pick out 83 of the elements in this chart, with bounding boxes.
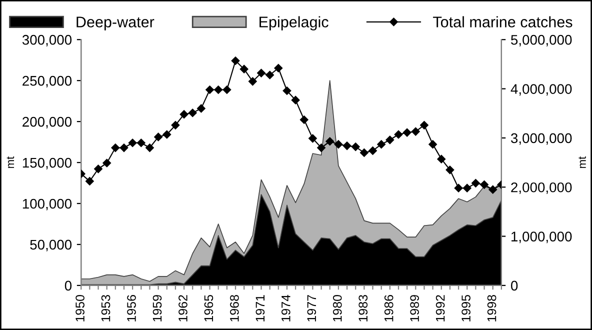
point	[377, 140, 386, 148]
point	[480, 180, 488, 189]
y2-tick-label: 2,000,000	[511, 182, 572, 194]
x-tick-label: 1968	[230, 295, 239, 322]
x-tick-label: 1995	[462, 295, 470, 322]
x-tick-label: 1950	[76, 294, 84, 322]
point	[334, 140, 343, 148]
y-tick-label: 100,000	[22, 198, 72, 210]
x-tick-label: 1989	[410, 295, 419, 322]
x-tick-label: 1953	[101, 295, 110, 322]
y-tick-label: 50,000	[30, 240, 72, 252]
x-tick-label: 1956	[127, 295, 136, 322]
point	[462, 184, 472, 192]
point	[154, 132, 162, 142]
point	[342, 142, 352, 150]
x-tick-label: 1980	[332, 294, 342, 322]
y2-tick-label: 3,000,000	[510, 133, 572, 145]
point	[420, 121, 428, 130]
point	[214, 86, 222, 94]
x-tick-label: 1962	[178, 295, 188, 322]
y-tick-label: 300,000	[22, 34, 72, 46]
point	[368, 146, 377, 155]
y2-tick-label: 0	[510, 280, 518, 291]
point	[274, 64, 283, 72]
point	[102, 158, 111, 168]
point	[248, 77, 257, 86]
point	[351, 142, 360, 151]
legend-label: Epipelagic	[260, 16, 328, 30]
point	[472, 179, 480, 188]
point	[300, 116, 308, 124]
point	[360, 148, 368, 157]
y-tick-label: 0	[64, 280, 72, 291]
y2-tick-label: 4,000,000	[510, 84, 572, 96]
point	[402, 128, 412, 137]
point	[317, 144, 326, 152]
point	[231, 56, 240, 65]
x-tick-label: 1992	[436, 295, 445, 322]
y-tick-label: 200,000	[22, 116, 72, 128]
point	[282, 86, 292, 95]
point	[412, 127, 420, 136]
y-tick-label: 250,000	[22, 76, 72, 88]
point	[394, 130, 403, 139]
point	[162, 130, 172, 139]
y2-tick-label: 5,000,000	[511, 34, 572, 46]
x-tick-label: 1959	[152, 295, 162, 322]
point	[326, 137, 334, 146]
point	[222, 86, 232, 94]
x-tick-label: 1977	[307, 295, 316, 322]
y-tick-label: 150,000	[22, 158, 72, 170]
point	[197, 104, 206, 113]
point	[266, 70, 274, 80]
point	[120, 144, 128, 152]
x-tick-label: 1971	[256, 295, 265, 322]
point	[94, 164, 102, 174]
point	[146, 144, 154, 152]
x-tick-label: 1986	[384, 295, 394, 322]
point	[137, 138, 146, 147]
point	[188, 108, 197, 117]
x-tick-label: 1998	[487, 295, 496, 322]
point	[308, 134, 317, 143]
point	[111, 144, 120, 152]
y2-axis-title: mt	[578, 156, 586, 168]
point	[206, 86, 214, 94]
point	[180, 110, 188, 118]
point	[86, 177, 94, 186]
x-tick-label: 1983	[358, 295, 368, 322]
point	[454, 184, 463, 192]
point	[386, 136, 394, 144]
point	[488, 185, 497, 194]
point	[128, 138, 137, 147]
point	[171, 121, 180, 130]
y2-tick-label: 1,000,000	[512, 232, 572, 244]
x-tick-label: 1974	[281, 294, 290, 322]
legend-label: Total marine catches	[433, 16, 572, 28]
point	[428, 140, 437, 148]
point	[257, 68, 266, 78]
legend-label: Deep-water	[76, 16, 154, 30]
x-tick-label: 1965	[204, 295, 214, 322]
point	[291, 96, 300, 104]
point	[446, 166, 454, 174]
y-axis-title: mt	[6, 156, 14, 168]
point	[437, 154, 446, 164]
point	[240, 64, 248, 74]
